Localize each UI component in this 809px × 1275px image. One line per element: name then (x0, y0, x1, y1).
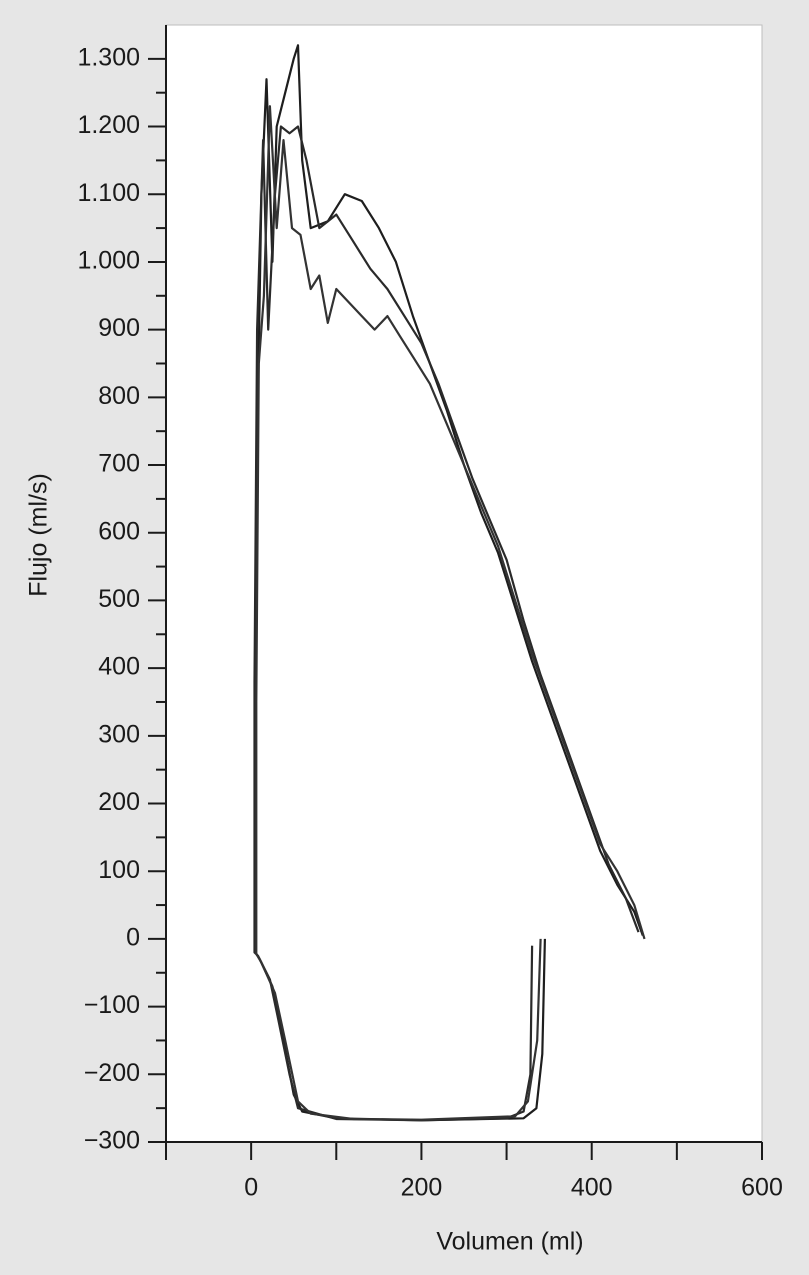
y-tick-label: 300 (98, 720, 140, 748)
y-tick-label: 800 (98, 382, 140, 410)
x-tick-label: 600 (741, 1174, 783, 1202)
y-tick-label: 500 (98, 585, 140, 613)
x-tick-label: 200 (401, 1174, 443, 1202)
y-tick-label: 1.100 (77, 179, 140, 207)
x-tick-label: 0 (244, 1174, 258, 1202)
y-tick-label: 1.300 (77, 43, 140, 71)
y-tick-label: 200 (98, 788, 140, 816)
y-tick-label: 900 (98, 314, 140, 342)
y-tick-label: 100 (98, 856, 140, 884)
flow-volume-curve (253, 125, 640, 1122)
y-tick-label: 400 (98, 653, 140, 681)
y-tick-label: 600 (98, 517, 140, 545)
y-tick-label: −200 (84, 1059, 140, 1087)
y-tick-label: −100 (84, 991, 140, 1019)
y-tick-label: 1.000 (77, 247, 140, 275)
x-axis-label: Volumen (ml) (436, 1228, 583, 1256)
y-axis-label: Flujo (ml/s) (25, 473, 53, 597)
flow-volume-curve (255, 105, 646, 1121)
x-tick-label: 400 (571, 1174, 613, 1202)
y-tick-label: 1.200 (77, 111, 140, 139)
y-tick-label: −300 (84, 1127, 140, 1155)
y-tick-label: 700 (98, 450, 140, 478)
y-tick-label: 0 (126, 924, 140, 952)
